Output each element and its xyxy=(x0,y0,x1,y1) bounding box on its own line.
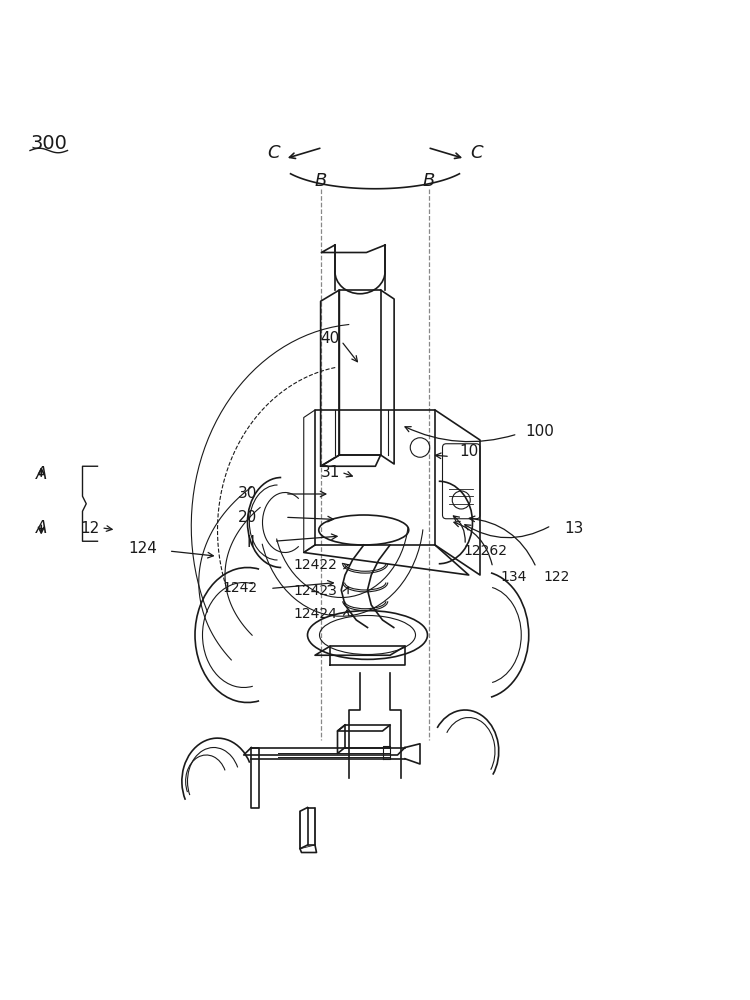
Text: A: A xyxy=(35,465,47,483)
Text: 31: 31 xyxy=(320,465,340,480)
Text: 300: 300 xyxy=(30,134,67,153)
Text: 20: 20 xyxy=(238,510,257,525)
Text: 134: 134 xyxy=(500,570,527,584)
Text: II: II xyxy=(247,535,256,550)
Text: A: A xyxy=(35,519,47,537)
Text: 124: 124 xyxy=(128,541,157,556)
Text: B: B xyxy=(315,172,327,190)
Text: 12262: 12262 xyxy=(464,544,507,558)
Text: 12: 12 xyxy=(80,521,100,536)
Text: C: C xyxy=(268,144,280,162)
Text: C: C xyxy=(470,144,482,162)
Text: 12422: 12422 xyxy=(293,558,337,572)
Text: 10: 10 xyxy=(459,444,478,459)
Text: 122: 122 xyxy=(543,570,570,584)
Text: 13: 13 xyxy=(564,521,584,536)
Text: 12423: 12423 xyxy=(293,584,337,598)
Text: 1242: 1242 xyxy=(223,582,257,595)
Text: 30: 30 xyxy=(238,487,257,502)
Text: B: B xyxy=(423,172,435,190)
Text: 40: 40 xyxy=(320,331,340,346)
Text: 100: 100 xyxy=(526,424,554,438)
Text: 12424: 12424 xyxy=(293,607,337,621)
